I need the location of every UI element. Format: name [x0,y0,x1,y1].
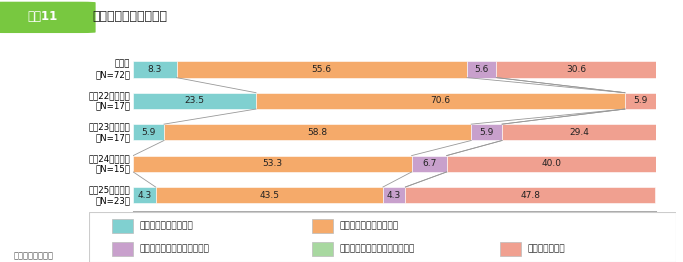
Bar [112,242,133,255]
Text: 29.4: 29.4 [569,128,589,137]
Text: (%): (%) [639,231,656,241]
FancyBboxPatch shape [0,2,96,33]
Bar [502,124,656,140]
Bar [406,187,655,203]
Bar [312,219,333,233]
Text: ほとんど成果は見られていない: ほとんど成果は見られていない [339,244,415,253]
Bar [133,156,412,172]
Text: 43.5: 43.5 [260,191,279,200]
Text: 47.8: 47.8 [520,191,540,200]
Bar [133,124,164,140]
Text: 40.0: 40.0 [541,159,561,168]
Text: 協議会設置による成果: 協議会設置による成果 [92,9,167,23]
Text: 6.7: 6.7 [422,159,436,168]
Text: 5.9: 5.9 [141,128,156,137]
Text: あまり成果は見られていない: あまり成果は見られていない [140,244,210,253]
Text: 5.6: 5.6 [475,65,489,74]
Bar [412,156,447,172]
Bar [497,61,656,78]
Bar [133,93,256,109]
Bar [383,187,406,203]
Bar [312,242,333,255]
Bar [467,61,497,78]
Bar [176,61,467,78]
Bar [500,242,520,255]
Text: 図表11: 図表11 [28,9,58,23]
Bar [112,219,133,233]
Text: 5.9: 5.9 [479,128,494,137]
Bar [156,187,383,203]
Text: 4.3: 4.3 [387,191,402,200]
Text: 4.3: 4.3 [137,191,152,200]
Text: 70.6: 70.6 [430,96,451,105]
Bar [164,124,471,140]
Text: 大きな成果が見られた: 大きな成果が見られた [140,222,194,231]
Bar [256,93,625,109]
Text: 8.3: 8.3 [148,65,162,74]
Text: 現時点では不明: 現時点では不明 [527,244,566,253]
Bar [133,187,156,203]
Bar [133,61,176,78]
Text: 5.9: 5.9 [633,96,647,105]
Text: 23.5: 23.5 [184,96,205,105]
Bar [447,156,656,172]
Text: ある程度成果が見られた: ある程度成果が見られた [339,222,399,231]
Text: 53.3: 53.3 [262,159,283,168]
Bar [625,93,656,109]
Bar [471,124,502,140]
Text: 30.6: 30.6 [566,65,586,74]
Text: 出典：内閣府調べ: 出典：内閣府調べ [14,252,54,261]
Text: 55.6: 55.6 [311,65,332,74]
Text: 58.8: 58.8 [307,128,328,137]
